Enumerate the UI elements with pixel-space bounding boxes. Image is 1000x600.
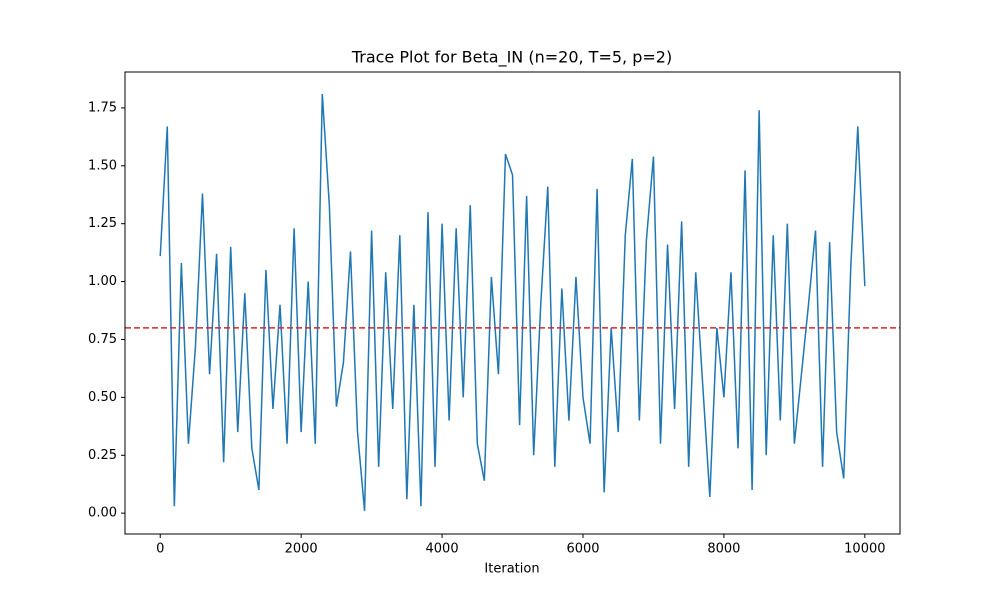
x-tick-label: 4000 xyxy=(426,542,459,557)
y-tick-label: 0.25 xyxy=(88,448,117,463)
y-tick-label: 1.50 xyxy=(88,158,117,173)
x-tick-label: 2000 xyxy=(285,542,318,557)
trace-line xyxy=(159,93,866,511)
y-tick-label: 0.75 xyxy=(88,332,117,347)
x-tick-label: 10000 xyxy=(844,542,885,557)
x-tick-label: 6000 xyxy=(566,542,599,557)
y-tick-label: 0.00 xyxy=(88,506,117,521)
plot-frame xyxy=(124,71,901,535)
chart-title: Trace Plot for Beta_IN (n=20, T=5, p=2) xyxy=(351,48,672,68)
y-tick-label: 1.00 xyxy=(88,274,117,289)
x-axis-label: Iteration xyxy=(484,562,539,577)
y-tick-label: 1.75 xyxy=(88,100,117,115)
y-tick-label: 0.50 xyxy=(88,390,117,405)
x-tick-label: 8000 xyxy=(707,542,740,557)
x-tick-label: 0 xyxy=(156,542,164,557)
y-tick-label: 1.25 xyxy=(88,216,117,231)
